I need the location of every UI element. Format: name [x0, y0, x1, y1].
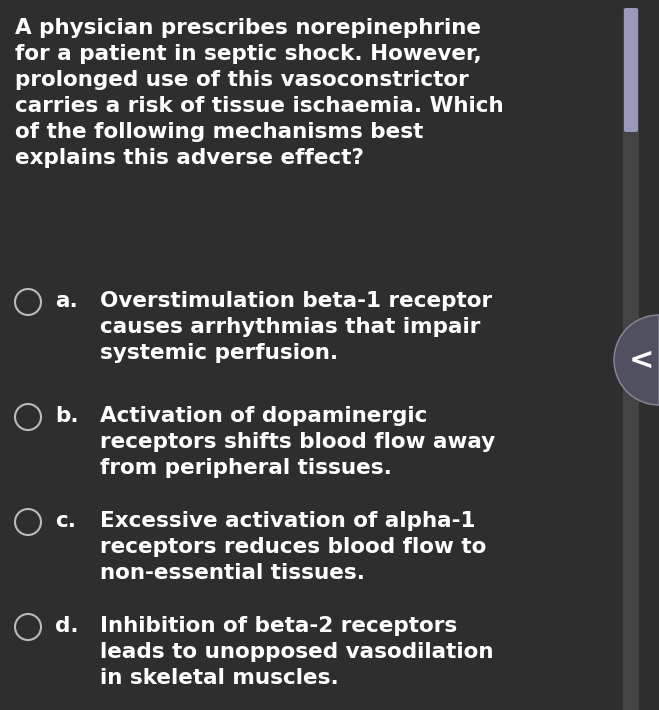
Text: <: < — [628, 346, 654, 374]
Text: A physician prescribes norepinephrine
for a patient in septic shock. However,
pr: A physician prescribes norepinephrine fo… — [15, 18, 503, 168]
Text: c.: c. — [55, 511, 76, 531]
Wedge shape — [614, 315, 659, 405]
FancyBboxPatch shape — [623, 8, 639, 710]
Text: b.: b. — [55, 406, 78, 426]
Text: Excessive activation of alpha-1
receptors reduces blood flow to
non-essential ti: Excessive activation of alpha-1 receptor… — [100, 511, 486, 583]
Text: d.: d. — [55, 616, 78, 636]
Text: Activation of dopaminergic
receptors shifts blood flow away
from peripheral tiss: Activation of dopaminergic receptors shi… — [100, 406, 496, 478]
Text: Overstimulation beta-1 receptor
causes arrhythmias that impair
systemic perfusio: Overstimulation beta-1 receptor causes a… — [100, 291, 492, 363]
FancyBboxPatch shape — [624, 8, 638, 132]
Text: Inhibition of beta-2 receptors
leads to unopposed vasodilation
in skeletal muscl: Inhibition of beta-2 receptors leads to … — [100, 616, 494, 688]
Text: a.: a. — [55, 291, 78, 311]
